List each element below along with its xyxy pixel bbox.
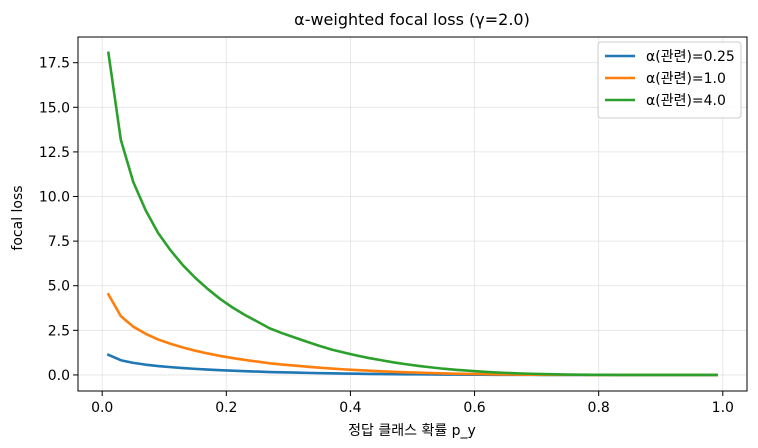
grid-lines <box>78 37 747 391</box>
plot-frame <box>77 36 748 392</box>
chart-title: α-weighted focal loss (γ=2.0) <box>294 10 530 29</box>
y-tick-label: 2.5 <box>48 323 70 339</box>
x-tick-label: 1.0 <box>712 400 734 416</box>
y-tick-label: 12.5 <box>39 145 70 161</box>
x-tick-label: 0.8 <box>588 400 610 416</box>
legend-label-3: α(관련)=4.0 <box>646 93 726 109</box>
y-tick-label: 10.0 <box>39 190 70 206</box>
axis-ticks: 0.0 0.2 0.4 0.6 0.8 1.0 0.0 2.5 5.0 7.5 10.0 12.5 15… <box>39 56 734 416</box>
series-lines <box>106 51 718 377</box>
x-tick-label: 0.2 <box>215 400 237 416</box>
series-line-3 <box>106 51 718 377</box>
y-tick-label: 5.0 <box>48 279 70 295</box>
y-tick-label: 17.5 <box>39 56 70 72</box>
legend-label-2: α(관련)=1.0 <box>646 71 726 87</box>
legend: α(관련)=0.25 α(관련)=1.0 α(관련)=4.0 <box>597 41 742 119</box>
y-axis-label: focal loss <box>10 185 26 250</box>
y-tick-label: 0.0 <box>48 368 70 384</box>
y-tick-label: 7.5 <box>48 234 70 250</box>
y-tick-label: 15.0 <box>39 100 70 116</box>
x-tick-label: 0.6 <box>463 400 485 416</box>
legend-label-1: α(관련)=0.25 <box>646 49 735 65</box>
x-tick-label: 0.4 <box>339 400 361 416</box>
x-tick-label: 0.0 <box>91 400 113 416</box>
x-axis-label: 정답 클래스 확률 p_y <box>348 423 476 439</box>
